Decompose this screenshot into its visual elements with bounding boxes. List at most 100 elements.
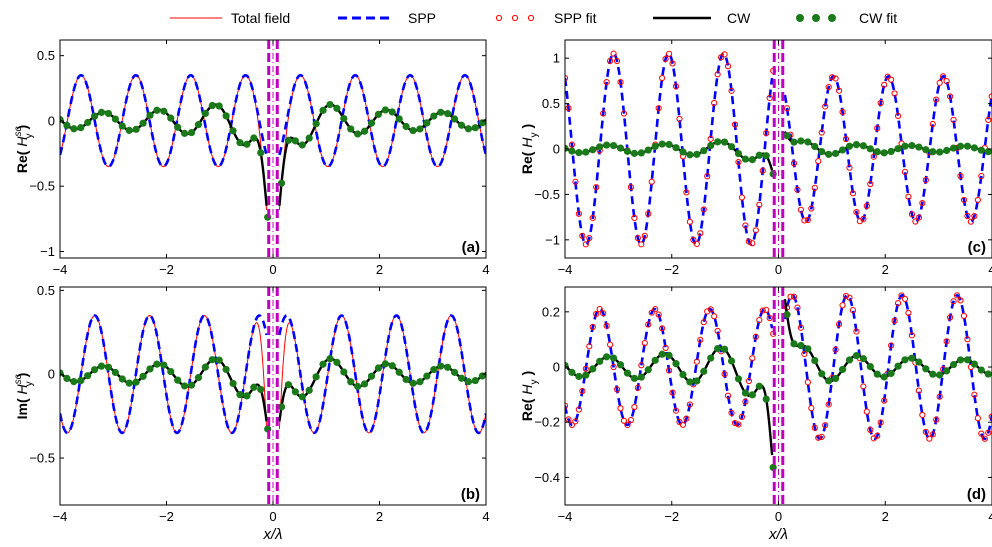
cw-fit-point	[125, 379, 133, 387]
cw-fit-point	[727, 357, 736, 365]
cw-fit-point	[167, 367, 175, 376]
spp-fit-point	[943, 78, 950, 85]
spp-fit-point	[613, 57, 621, 65]
cw-fit-point	[797, 341, 805, 350]
cw-fit-point	[291, 137, 299, 145]
cw-fit-point	[229, 379, 237, 388]
spp-fit-point	[700, 206, 707, 213]
x-tick-label: −4	[558, 262, 573, 277]
spp-fit-point	[804, 216, 811, 224]
spp-fit-point	[894, 300, 902, 307]
spp-fit-point	[638, 241, 645, 248]
spp-fit-point	[849, 307, 857, 314]
spp-fit-point	[693, 240, 700, 248]
cw-fit-point	[825, 377, 833, 385]
spp-fit-point	[971, 391, 978, 398]
spp-fit-point	[655, 311, 662, 318]
cw-fit-point	[565, 144, 569, 152]
spp-fit-point	[679, 421, 687, 428]
spp-fit-point	[884, 73, 891, 80]
cw-fit-point	[672, 144, 680, 152]
cw-fit-point	[84, 372, 92, 380]
cw-fit-point	[139, 119, 147, 127]
spp-fit-point	[759, 167, 766, 174]
cw-fit-point	[589, 146, 597, 154]
cw-fit-point	[478, 119, 486, 127]
cw-fit-point	[630, 149, 638, 157]
cw-fit-point	[623, 147, 632, 155]
cw-fit-point	[707, 141, 715, 150]
spp-fit-point	[877, 99, 884, 107]
cw-fit-point	[374, 110, 383, 118]
cw-fit-point	[457, 121, 466, 129]
x-tick-label: 2	[882, 262, 889, 277]
cw-fit-point	[63, 121, 71, 129]
cw-fit-point	[644, 366, 652, 374]
spp-fit-point	[665, 50, 673, 57]
cw-fit-point	[104, 363, 113, 371]
spp-fit-point	[749, 355, 756, 362]
spp-fit-point	[620, 417, 628, 424]
spp-fit-point	[610, 50, 617, 57]
cw-fit-point	[243, 392, 251, 400]
spp-fit-point	[967, 218, 975, 225]
cw-fit-point	[284, 381, 293, 389]
x-tick-label: 0	[269, 262, 276, 277]
spp-fit-point	[724, 392, 732, 399]
cw-fit-point	[437, 108, 445, 116]
cw-fit-point	[70, 377, 78, 386]
spp-fit-point	[704, 173, 711, 180]
spp-fit-point	[735, 158, 742, 166]
spp-fit-point	[794, 186, 801, 193]
cw-fit-point	[153, 360, 161, 368]
cw-fit-point	[284, 136, 293, 144]
cw-fit-point	[686, 151, 694, 159]
cw-fit-point	[319, 106, 327, 114]
cw-fit-point	[575, 149, 583, 157]
cw-fit-point	[651, 356, 659, 364]
spp-fit-point	[589, 323, 596, 331]
cw-fit-point	[374, 364, 383, 372]
panel-c: −4 −2 0 2 4 −1 −0.5 0 0.5 1 (c) Re( Hy)	[519, 39, 992, 277]
spp-fit-point	[797, 206, 805, 213]
cw-fit-point	[887, 369, 895, 378]
y-tick-label: 0	[48, 113, 55, 128]
panel-b: −4 −2 0 2 4 −0.5 0 0.5 (b) Im( Hscy) x/λ	[13, 283, 490, 543]
cw-fit-point	[568, 368, 576, 376]
cw-fit-point	[755, 382, 763, 390]
cw-fit-point	[97, 362, 106, 370]
spp-fit-point	[947, 93, 954, 100]
spp-fit-point	[742, 222, 749, 229]
spp-fit-point	[936, 79, 943, 86]
cw-fit-point	[167, 114, 175, 122]
spp-fit-point	[957, 297, 964, 304]
cw-fit-point	[894, 145, 902, 153]
spp-fit-point	[572, 418, 579, 425]
cw-fit-point	[616, 361, 625, 369]
cw-fit-point	[77, 124, 85, 132]
spp-fit-point	[745, 238, 752, 245]
series-spp-right	[278, 314, 486, 435]
cw-fit-point	[720, 138, 729, 146]
cw-fit-point	[222, 112, 230, 120]
cw-fit-point	[804, 345, 812, 353]
spp-fit-point	[846, 164, 853, 171]
spp-fit-point	[964, 336, 971, 343]
cw-fit-point	[866, 362, 874, 371]
spp-fit-point	[613, 386, 621, 393]
cw-fit-point	[949, 144, 958, 152]
y-tick-label: 0.2	[542, 304, 560, 319]
spp-fit-point	[662, 344, 669, 352]
cw-fit-point	[291, 388, 299, 396]
cw-fit-point	[936, 371, 944, 379]
cw-fit-point	[91, 366, 99, 374]
cw-fit-point	[637, 373, 645, 381]
spp-fit-point	[610, 363, 617, 371]
cw-fit-point	[305, 386, 313, 394]
spp-fit-point	[874, 125, 881, 132]
spp-fit-point	[763, 306, 770, 313]
cw-fit-point	[887, 147, 895, 156]
cw-fit-point	[651, 142, 659, 150]
spp-fit-point	[957, 172, 964, 180]
cw-fit-point	[603, 141, 611, 149]
